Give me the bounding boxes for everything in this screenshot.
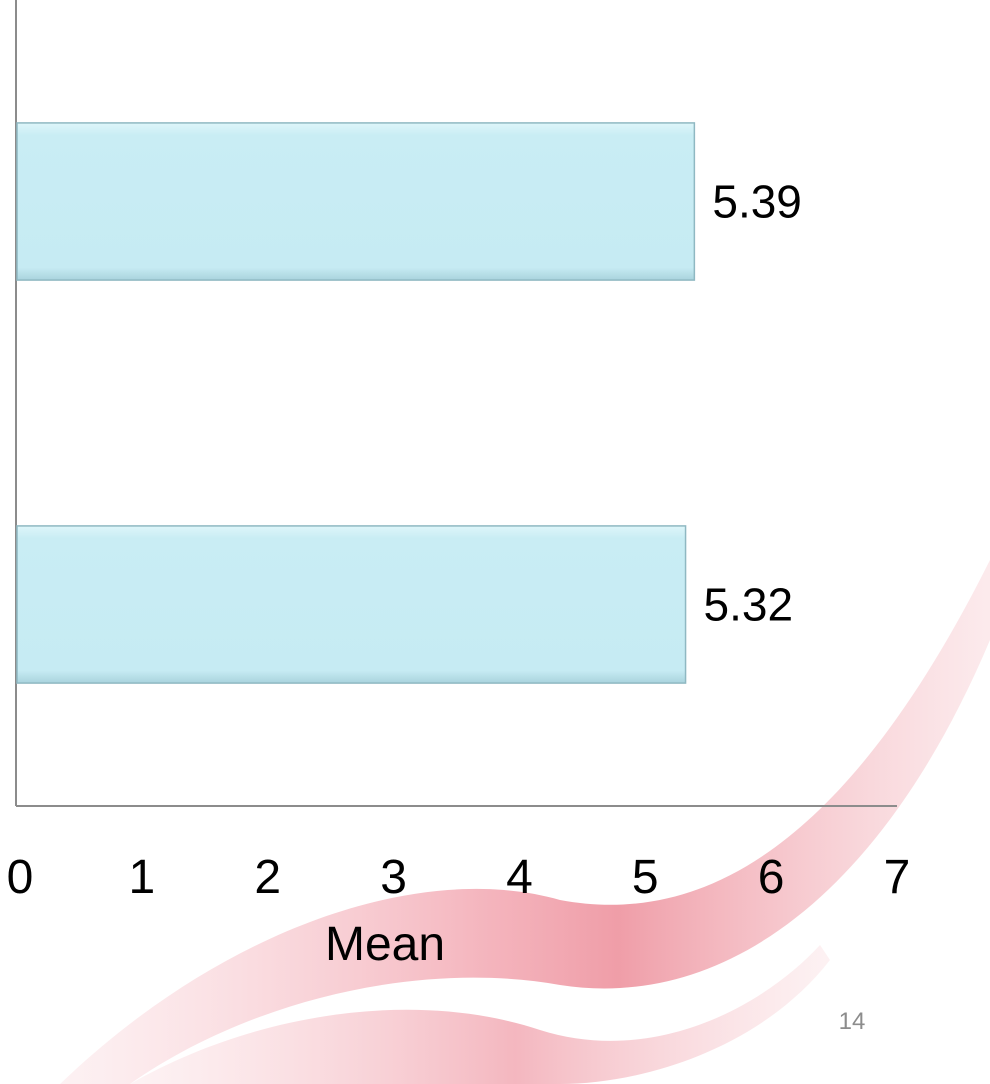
x-axis-title: Mean [325,918,445,971]
bar-2 [16,525,687,684]
background-swoosh-lower [130,945,830,1084]
x-tick-label-6: 6 [758,851,785,904]
bar-1 [16,122,696,281]
data-label-1: 5.39 [712,176,802,228]
x-tick-label-7: 7 [884,851,911,904]
x-tick-label-5: 5 [632,851,659,904]
x-tick-label-4: 4 [506,851,533,904]
data-label-2: 5.32 [704,579,794,631]
slide-number: 14 [838,1008,866,1035]
x-tick-label-1: 1 [129,851,156,904]
background-swoosh [60,560,990,1084]
x-tick-label-3: 3 [380,851,407,904]
x-tick-label-2: 2 [254,851,281,904]
x-tick-label-0: 0 [7,851,34,904]
